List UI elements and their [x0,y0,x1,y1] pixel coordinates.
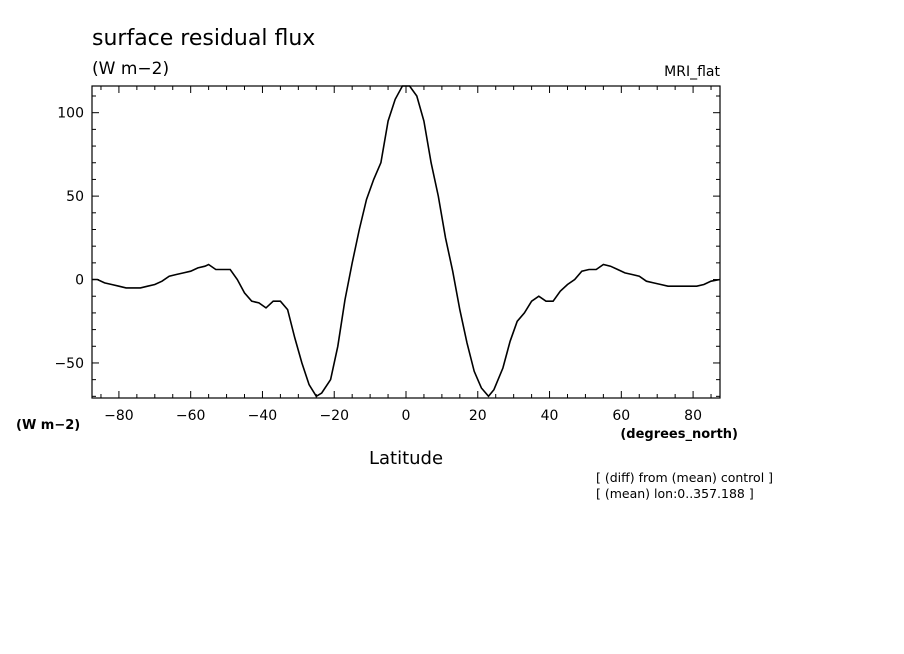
x-tick-label: −40 [248,408,278,424]
x-tick-label: 40 [541,408,559,424]
x-tick-label: 0 [402,408,411,424]
x-tick-label: −60 [176,408,206,424]
x-units-label: (degrees_north) [620,427,738,442]
note-diff: [ (diff) from (mean) control ] [596,470,773,485]
note-mean: [ (mean) lon:0..357.188 ] [596,486,754,501]
x-tick-label: 80 [684,408,702,424]
y-axis-label: (W m−2) [16,418,80,433]
x-tick-label: 20 [469,408,487,424]
y-tick-label: −50 [54,356,84,372]
x-tick-label: 60 [612,408,630,424]
y-tick-label: 100 [57,106,84,122]
axis-ticks [92,86,720,398]
series-line [92,85,721,398]
model-label: MRI_flat [664,64,720,80]
chart-title: surface residual flux [92,26,315,51]
y-tick-label: 50 [66,189,84,205]
x-axis-label: Latitude [369,448,443,469]
plot-frame [91,85,721,399]
units-label: (W m−2) [92,59,169,79]
axis-tick-labels: −80 −60 −40 −20 0 20 40 60 80 −50 0 50 100 [54,106,702,424]
y-tick-label: 0 [75,273,84,289]
x-tick-label: −20 [319,408,349,424]
x-tick-label: −80 [104,408,134,424]
